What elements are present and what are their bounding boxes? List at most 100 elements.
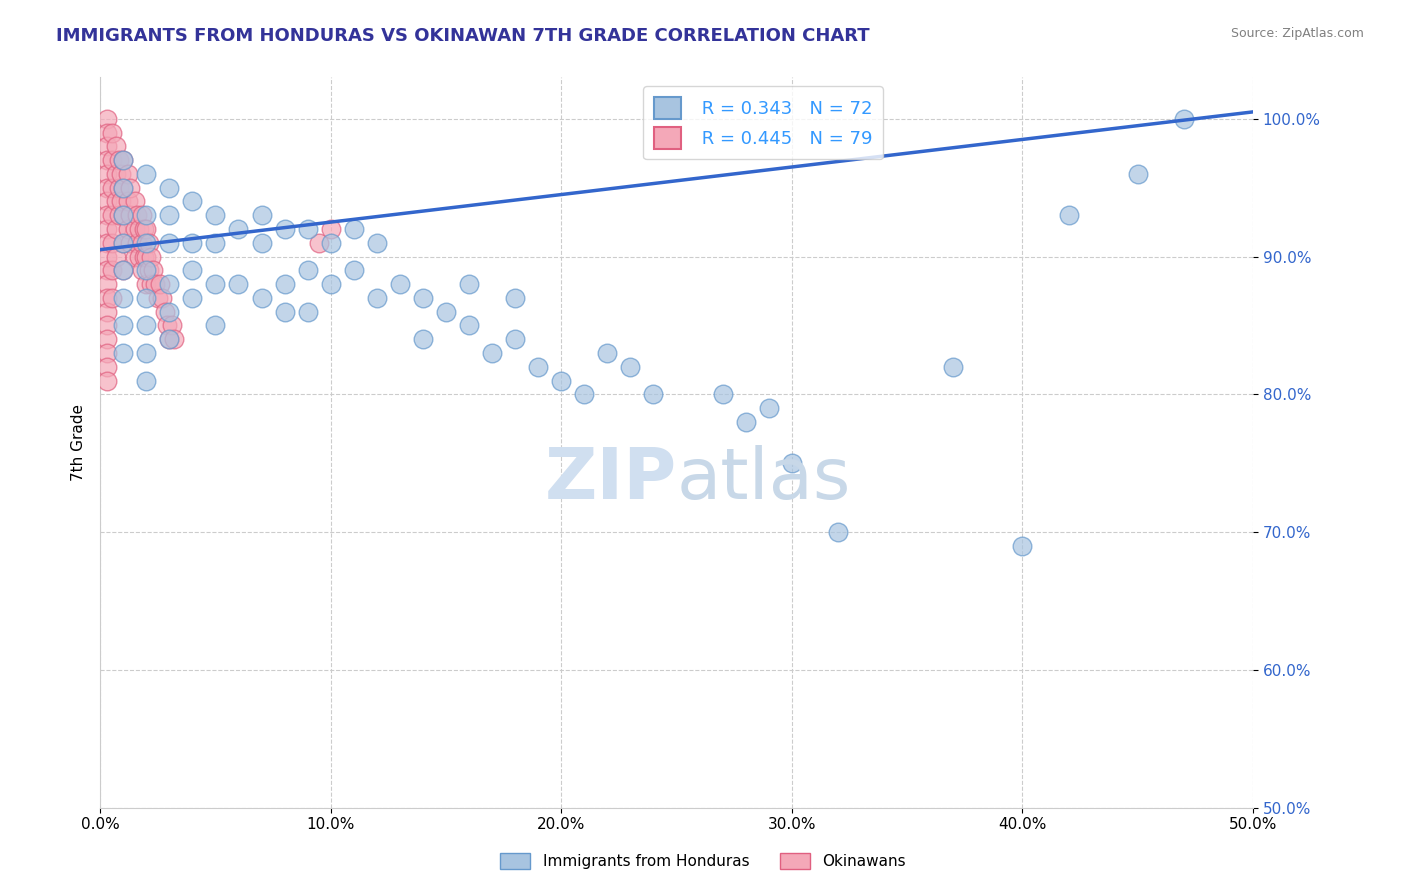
- Point: [96, 291, 118, 305]
- Point: [112, 318, 135, 333]
- Point: [135, 208, 157, 222]
- Point: [204, 277, 226, 292]
- Point: [135, 374, 157, 388]
- Point: [135, 167, 157, 181]
- Point: [139, 250, 162, 264]
- Point: [273, 277, 295, 292]
- Point: [128, 250, 150, 264]
- Point: [100, 235, 122, 250]
- Point: [780, 456, 803, 470]
- Point: [135, 277, 157, 292]
- Point: [388, 277, 411, 292]
- Point: [481, 346, 503, 360]
- Point: [96, 263, 118, 277]
- Point: [132, 250, 155, 264]
- Legend:  R = 0.343   N = 72,  R = 0.445   N = 79: R = 0.343 N = 72, R = 0.445 N = 79: [643, 87, 883, 160]
- Point: [105, 139, 128, 153]
- Point: [142, 263, 165, 277]
- Point: [366, 235, 388, 250]
- Point: [131, 208, 153, 222]
- Point: [135, 222, 157, 236]
- Point: [135, 291, 157, 305]
- Point: [434, 304, 457, 318]
- Point: [135, 235, 157, 250]
- Point: [107, 153, 129, 167]
- Point: [96, 359, 118, 374]
- Point: [574, 387, 596, 401]
- Point: [96, 346, 118, 360]
- Point: [150, 291, 173, 305]
- Point: [145, 277, 167, 292]
- Point: [117, 222, 139, 236]
- Point: [157, 332, 180, 346]
- Point: [107, 208, 129, 222]
- Point: [503, 291, 526, 305]
- Point: [181, 263, 204, 277]
- Point: [112, 346, 135, 360]
- Point: [96, 208, 118, 222]
- Point: [149, 277, 172, 292]
- Point: [228, 277, 250, 292]
- Point: [112, 208, 135, 222]
- Point: [131, 235, 153, 250]
- Point: [412, 291, 434, 305]
- Point: [319, 222, 342, 236]
- Point: [96, 153, 118, 167]
- Point: [596, 346, 619, 360]
- Point: [366, 291, 388, 305]
- Point: [96, 318, 118, 333]
- Point: [308, 235, 330, 250]
- Point: [112, 153, 135, 167]
- Point: [100, 263, 122, 277]
- Point: [734, 415, 756, 429]
- Point: [319, 277, 342, 292]
- Point: [112, 235, 135, 250]
- Point: [204, 318, 226, 333]
- Point: [105, 250, 128, 264]
- Point: [163, 332, 186, 346]
- Point: [135, 250, 157, 264]
- Point: [124, 194, 146, 209]
- Point: [100, 153, 122, 167]
- Point: [124, 222, 146, 236]
- Point: [112, 235, 135, 250]
- Point: [105, 222, 128, 236]
- Point: [181, 235, 204, 250]
- Point: [112, 263, 135, 277]
- Point: [758, 401, 780, 416]
- Point: [96, 222, 118, 236]
- Point: [503, 332, 526, 346]
- Point: [297, 304, 319, 318]
- Point: [135, 346, 157, 360]
- Point: [711, 387, 734, 401]
- Point: [157, 277, 180, 292]
- Point: [343, 222, 366, 236]
- Point: [100, 126, 122, 140]
- Point: [117, 167, 139, 181]
- Point: [96, 332, 118, 346]
- Point: [96, 194, 118, 209]
- Point: [139, 277, 162, 292]
- Point: [124, 250, 146, 264]
- Point: [135, 263, 157, 277]
- Point: [157, 235, 180, 250]
- Point: [319, 235, 342, 250]
- Point: [96, 374, 118, 388]
- Point: [105, 194, 128, 209]
- Point: [273, 304, 295, 318]
- Point: [120, 235, 142, 250]
- Point: [112, 291, 135, 305]
- Point: [273, 222, 295, 236]
- Point: [125, 208, 148, 222]
- Point: [96, 112, 118, 126]
- Point: [1011, 539, 1033, 553]
- Point: [132, 222, 155, 236]
- Point: [131, 263, 153, 277]
- Point: [153, 304, 176, 318]
- Point: [458, 277, 481, 292]
- Point: [96, 180, 118, 194]
- Point: [250, 208, 273, 222]
- Point: [120, 208, 142, 222]
- Text: ZIP: ZIP: [544, 444, 676, 514]
- Point: [125, 235, 148, 250]
